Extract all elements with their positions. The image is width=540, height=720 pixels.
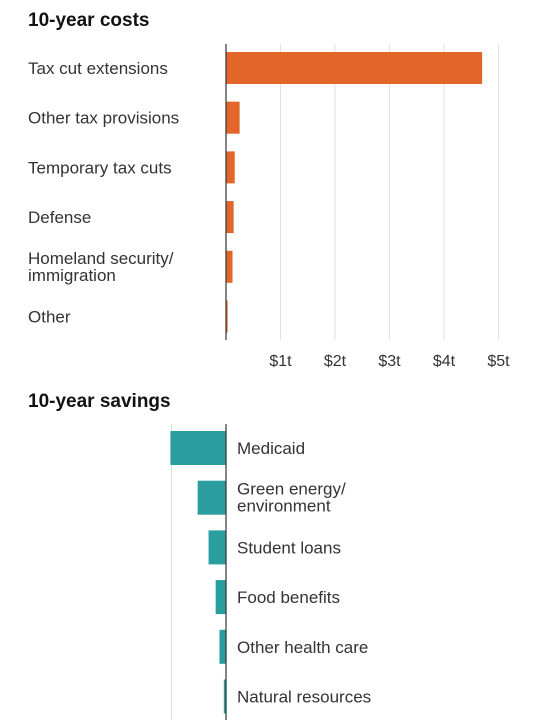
savings-bar	[219, 629, 226, 664]
costs-category-label: Homeland security/immigration	[28, 249, 174, 285]
savings-bar	[223, 679, 226, 714]
savings-category-label: Green energy/environment	[237, 480, 346, 516]
savings-category-label: Other health care	[237, 638, 368, 657]
savings-title: 10-year savings	[28, 391, 171, 412]
costs-bar	[226, 101, 240, 134]
costs-bar	[226, 250, 233, 283]
costs-x-tick-label: $1t	[269, 353, 292, 370]
costs-bar	[226, 300, 228, 333]
costs-bar	[226, 52, 483, 84]
costs-category-label: Defense	[28, 208, 91, 227]
savings-category-label: Natural resources	[237, 688, 371, 707]
savings-category-label: Medicaid	[237, 439, 305, 458]
costs-x-tick-label: $2t	[324, 353, 347, 370]
costs-category-label: Temporary tax cuts	[28, 158, 172, 177]
costs-x-tick-label: $5t	[487, 353, 510, 370]
savings-bar	[208, 530, 226, 565]
costs-bar	[226, 201, 234, 234]
costs-bar	[226, 151, 235, 184]
savings-category-label: Food benefits	[237, 588, 340, 607]
costs-category-label: Other tax provisions	[28, 109, 179, 128]
savings-bar	[170, 431, 226, 465]
costs-category-label: Tax cut extensions	[28, 59, 168, 78]
costs-x-tick-label: $4t	[433, 353, 456, 370]
savings-category-label: Student loans	[237, 538, 341, 557]
costs-title: 10-year costs	[28, 10, 150, 31]
savings-bar	[215, 580, 226, 615]
savings-bar	[197, 480, 226, 515]
costs-x-tick-label: $3t	[378, 353, 401, 370]
costs-category-label: Other	[28, 308, 71, 327]
